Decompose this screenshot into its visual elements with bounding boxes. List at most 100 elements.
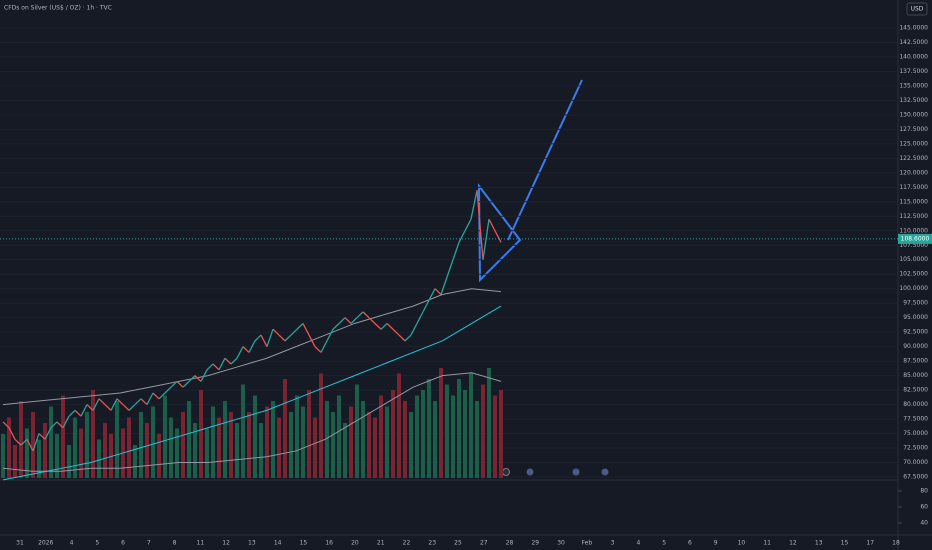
price-segment — [260, 334, 268, 347]
volume-bar — [301, 406, 305, 478]
x-tick-label: 16 — [325, 540, 333, 547]
currency[interactable]: USD — [911, 6, 924, 13]
price-segment — [386, 323, 394, 330]
x-tick-label: 11 — [197, 540, 205, 547]
event-icon[interactable] — [526, 468, 534, 476]
y-tick-label: 90.0000 — [903, 343, 928, 350]
price-segment — [458, 230, 466, 243]
price-segment — [314, 346, 322, 353]
volume-bar — [295, 395, 299, 478]
x-tick-label: 7 — [147, 540, 151, 547]
y-tick-label: 70.0000 — [903, 459, 928, 466]
price-segment — [362, 311, 370, 319]
volume-bar — [331, 412, 335, 478]
price-segment — [452, 242, 460, 260]
event-icon[interactable] — [572, 468, 580, 476]
y-tick-label: 110.0000 — [899, 227, 928, 234]
volume-bar — [79, 428, 83, 478]
y-tick-label: 95.0000 — [903, 314, 928, 321]
price-segment — [278, 334, 286, 342]
volume-bar — [31, 412, 35, 478]
x-tick-label: 4 — [636, 540, 640, 547]
volume-bar — [445, 384, 449, 478]
volume-bar — [1, 434, 5, 478]
currency-box[interactable] — [906, 2, 928, 16]
y-tick-label: 142.5000 — [899, 39, 928, 46]
volume-bar — [67, 445, 71, 478]
volume-bar — [433, 401, 437, 478]
x-tick-label: 6 — [688, 540, 692, 547]
price-segment — [470, 190, 478, 220]
x-tick-label: 20 — [351, 540, 359, 547]
volume-bar — [397, 373, 401, 478]
volume-bar — [499, 390, 503, 478]
price-segment — [8, 427, 16, 440]
x-tick-label: 4 — [70, 540, 74, 547]
price-segment — [380, 323, 388, 330]
volume-bar — [451, 395, 455, 478]
price-segment — [350, 317, 358, 324]
price-segment — [206, 363, 214, 371]
y-tick-label: 122.5000 — [899, 155, 928, 162]
drawn-trend-line[interactable] — [507, 79, 583, 241]
volume-bar — [283, 379, 287, 478]
y-tick-label: 77.5000 — [903, 416, 928, 423]
event-icon[interactable] — [601, 468, 609, 476]
price-segment — [164, 386, 172, 394]
volume-bar — [49, 406, 53, 478]
price-segment — [416, 311, 424, 324]
volume-bar — [337, 395, 341, 478]
price-segment — [86, 404, 94, 411]
volume-bar — [247, 412, 251, 478]
volume-bar — [379, 395, 383, 478]
volume-bar — [409, 412, 413, 478]
band-basis — [2, 305, 502, 481]
y-tick-label: 102.5000 — [899, 271, 928, 278]
volume-bar — [151, 406, 155, 478]
price-segment — [446, 259, 454, 278]
y-tick-label: 107.5000 — [899, 242, 928, 249]
x-tick-label: Feb — [582, 540, 593, 547]
band-upper — [2, 288, 502, 406]
price-segment — [242, 346, 250, 353]
volume-bar — [157, 434, 161, 478]
event-icon[interactable] — [502, 468, 510, 476]
x-tick-label: 21 — [377, 540, 385, 547]
x-tick-label: 5 — [95, 540, 99, 547]
price-segment — [68, 409, 76, 417]
price-segment — [200, 369, 208, 382]
volume-bar — [55, 434, 59, 478]
x-tick-label: 28 — [506, 540, 514, 547]
y-tick-label: 72.5000 — [903, 445, 928, 452]
x-tick-label: 15 — [841, 540, 849, 547]
volume-bar — [7, 417, 11, 478]
x-tick-label: 13 — [248, 540, 256, 547]
volume-bar — [193, 423, 197, 478]
x-tick-label: 6 — [121, 540, 125, 547]
volume-bar — [43, 423, 47, 478]
volume-bar — [493, 395, 497, 478]
price-segment — [80, 404, 88, 417]
volume-bar — [439, 368, 443, 478]
y-tick-label: 127.5000 — [899, 126, 928, 133]
volume-bar — [487, 368, 491, 478]
volume-bar — [415, 395, 419, 478]
volume-bar — [145, 423, 149, 478]
volume-bar — [367, 412, 371, 478]
y-tick-label: 137.5000 — [899, 68, 928, 75]
volume-bar — [325, 401, 329, 478]
volume-bar — [85, 412, 89, 478]
x-tick-label: 13 — [815, 540, 823, 547]
volume-bar — [355, 384, 359, 478]
volume-bar — [91, 390, 95, 478]
volume-bar — [199, 390, 203, 478]
x-tick-label: 30 — [557, 540, 565, 547]
volume-bar — [277, 417, 281, 478]
price-segment — [212, 363, 220, 371]
price-segment — [320, 340, 328, 353]
price-segment — [116, 398, 124, 406]
x-tick-label: 11 — [763, 540, 771, 547]
price-segment — [98, 398, 106, 406]
price-segment — [404, 334, 412, 342]
volume-bar — [253, 395, 257, 478]
